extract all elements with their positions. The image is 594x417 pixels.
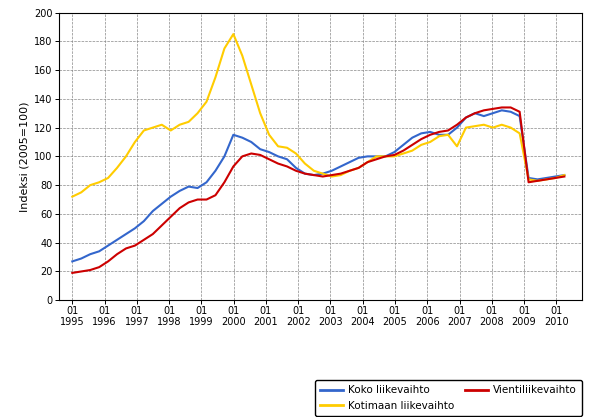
Y-axis label: Indeksi (2005=100): Indeksi (2005=100) (20, 101, 30, 211)
Legend: Koko liikevaihto, Kotimaan liikevaihto, Vientiliikevaihto: Koko liikevaihto, Kotimaan liikevaihto, … (315, 380, 582, 416)
